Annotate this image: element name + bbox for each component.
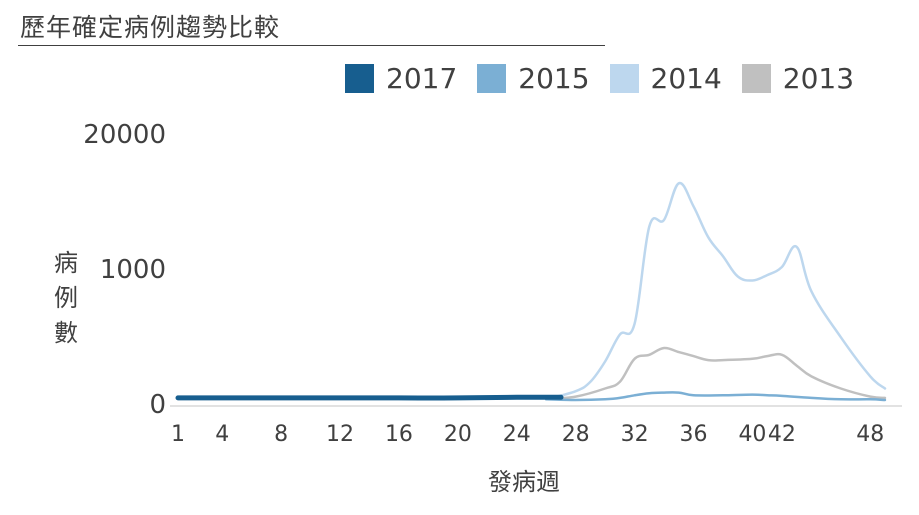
- title-divider: [18, 45, 605, 46]
- x-tick-label: 48: [856, 422, 884, 447]
- chart-title: 歷年確定病例趨勢比較: [20, 13, 281, 42]
- x-tick-label: 8: [274, 422, 288, 447]
- series-line-2015: [544, 391, 887, 402]
- x-tick-label: 12: [326, 422, 354, 447]
- x-tick-label: 36: [680, 422, 708, 447]
- legend-label: 2017: [386, 62, 458, 95]
- legend-label: 2013: [782, 62, 855, 95]
- x-tick-label: 20: [444, 422, 472, 447]
- series-line-2017: [175, 394, 564, 401]
- x-tick-label: 4: [215, 422, 229, 447]
- x-tick-label: 32: [621, 422, 649, 447]
- y-tick-label: 1000: [100, 255, 166, 285]
- series-line-2014: [544, 181, 887, 401]
- legend-item-2017: 2017: [345, 62, 457, 95]
- legend-swatch: [345, 64, 374, 93]
- legend: 2017 2015 2014 2013: [345, 62, 874, 95]
- legend-item-2015: 2015: [477, 62, 590, 95]
- x-tick-label: 42: [768, 422, 796, 447]
- series-line-2013: [544, 346, 887, 401]
- legend-item-2013: 2013: [741, 62, 855, 95]
- x-tick-label: 40: [738, 422, 766, 447]
- legend-swatch: [609, 64, 639, 93]
- legend-swatch: [741, 64, 771, 93]
- legend-swatch: [477, 64, 507, 93]
- y-tick-label: 20000: [83, 120, 166, 150]
- x-tick-label: 28: [562, 422, 590, 447]
- legend-label: 2014: [650, 62, 722, 95]
- y-tick-label: 0: [149, 390, 166, 420]
- x-axis-label: 發病週: [488, 468, 560, 496]
- legend-label: 2015: [518, 62, 590, 95]
- y-axis-label: 病例數: [54, 249, 78, 347]
- x-tick-label: 24: [503, 422, 531, 447]
- legend-item-2014: 2014: [609, 62, 722, 95]
- x-tick-label: 16: [385, 422, 413, 447]
- x-tick-label: 1: [171, 422, 185, 447]
